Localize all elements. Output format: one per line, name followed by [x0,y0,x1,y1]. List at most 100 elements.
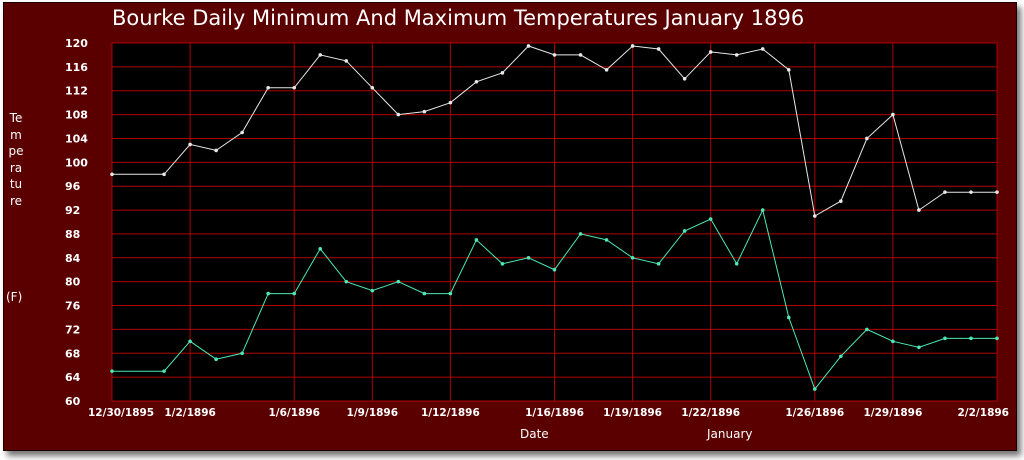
data-point [604,238,609,242]
data-point [734,261,739,266]
data-point [708,217,713,221]
data-point [474,238,479,242]
data-point [448,291,453,296]
data-point [214,148,218,153]
y-tick-label: 84 [65,252,81,265]
data-point [656,47,661,51]
x-tick-label: 1/9/1896 [347,407,399,419]
data-point [188,142,192,147]
x-tick-label: 12/30/1895 [88,407,154,419]
x-tick-label: 1/19/1896 [603,407,662,419]
data-point [812,387,817,391]
y-axis-unit: (F) [6,290,23,304]
data-point [552,267,557,272]
y-tick-label: 104 [65,132,88,145]
data-point [630,255,635,260]
data-point [500,71,505,75]
plot-border [111,42,998,402]
data-point [682,229,687,233]
data-point [604,68,609,72]
data-point [682,77,687,81]
data-point [786,315,791,320]
x-tick-label: 1/29/1896 [863,407,922,419]
data-point [162,172,166,177]
data-point [292,85,297,90]
data-point [917,208,921,212]
y-tick-label: 116 [65,61,88,74]
y-tick-label: 108 [65,109,88,122]
data-point [240,130,244,135]
data-point [708,50,713,54]
data-point [110,172,114,177]
data-point [969,190,973,194]
data-point [422,291,427,296]
x-tick-label: 1/2/1896 [164,407,216,419]
data-point [370,288,375,293]
data-point [812,214,817,218]
data-point [344,279,349,284]
data-point [969,336,973,341]
y-tick-label: 112 [65,85,88,98]
data-point [943,336,947,341]
x-tick-label: 1/16/1896 [525,407,584,419]
x-tick-label: 1/12/1896 [421,407,480,419]
data-point [526,44,531,48]
data-point [500,261,505,266]
data-point [448,100,453,105]
y-axis-label: Temperature [8,111,24,208]
data-point [344,59,349,63]
data-point [891,112,895,117]
data-point [266,85,270,90]
data-point [891,339,895,344]
y-tick-label: 120 [65,37,88,50]
data-point [266,291,270,296]
data-point [474,79,479,84]
data-point [839,354,843,359]
data-point [630,44,635,48]
data-point [839,199,843,203]
data-point [578,232,583,236]
data-point [552,53,557,57]
y-tick-label: 96 [65,180,81,193]
data-point [917,345,921,350]
y-tick-label: 100 [65,156,88,169]
data-point [865,327,869,332]
data-point [578,53,583,57]
y-tick-label: 76 [65,300,81,313]
x-tick-label: 1/22/1896 [681,407,740,419]
data-point [995,190,999,194]
data-point [240,351,244,356]
data-point [656,261,661,266]
x-tick-label: 1/26/1896 [785,407,844,419]
y-tick-label: 68 [65,347,80,360]
data-point [110,369,114,373]
data-point [526,255,531,260]
data-point [865,136,869,141]
y-tick-label: 64 [65,371,81,384]
data-point [943,190,947,194]
y-tick-label: 88 [65,228,80,241]
x-axis-label: Date [520,427,549,441]
data-point [734,53,739,57]
data-point [396,112,401,117]
data-point [188,339,192,344]
chart-title: Bourke Daily Minimum And Maximum Tempera… [112,6,805,30]
data-point [995,336,999,341]
x-tick-label: 1/6/1896 [268,407,320,419]
series-line-1 [112,45,997,217]
y-tick-label: 72 [65,323,80,336]
data-point [162,369,166,373]
month-annotation: January [707,427,753,441]
series-line-2 [112,208,997,391]
y-tick-label: 92 [65,204,80,217]
y-tick-label: 60 [65,395,81,408]
x-tick-label: 2/2/1896 [957,407,1009,419]
data-point [760,47,765,51]
data-point [760,208,765,212]
data-point [422,109,427,114]
data-point [370,85,375,90]
data-point [214,357,218,362]
data-point [786,68,791,72]
y-tick-label: 80 [65,276,81,289]
